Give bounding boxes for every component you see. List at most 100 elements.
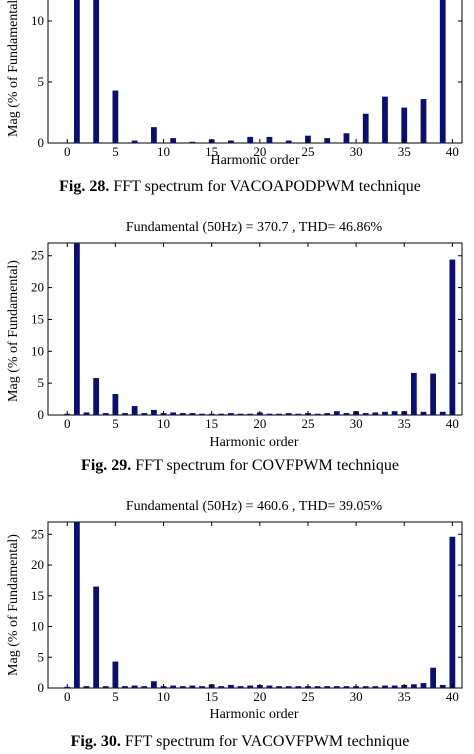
y-tick-label: 0 [38,135,45,150]
x-tick-label: 15 [205,144,218,159]
x-tick-label: 10 [157,689,170,704]
x-tick-label: 0 [64,416,71,431]
bar-harmonic-19 [247,136,254,143]
bar-harmonic-12 [179,413,186,415]
bar-harmonic-3 [93,586,100,688]
bar-harmonic-12 [179,686,186,688]
caption-text: FFT spectrum for VACOVFPWM technique [121,733,409,750]
bar-harmonic-28 [333,411,340,415]
bar-harmonic-13 [189,413,196,415]
bar-harmonic-38 [430,667,437,688]
bar-harmonic-11 [170,412,177,415]
bar-harmonic-27 [324,413,331,415]
bar-harmonic-7 [131,685,138,688]
bar-harmonic-37 [420,683,427,688]
chart-title: Fundamental (50Hz) = 460.6 , THD= 39.05% [126,499,383,514]
bar-harmonic-5 [112,661,119,688]
y-tick-label: 5 [38,375,45,390]
bar-harmonic-21 [266,413,273,415]
bar-harmonic-35 [401,107,408,143]
y-tick-label: 20 [31,557,44,572]
bar-harmonic-19 [247,413,254,415]
x-tick-label: 10 [157,416,170,431]
x-tick-label: 10 [157,144,170,159]
y-tick-label: 20 [31,280,44,295]
bar-harmonic-23 [285,413,292,415]
bar-harmonic-13 [189,141,196,143]
x-axis-ticks: 0 5 10 15 20 25 30 35 40 [64,139,459,159]
figure-caption: Fig. 30. FFT spectrum for VACOVFPWM tech… [71,733,410,750]
y-axis-label: Mag (% of Fundamental) [6,534,21,676]
caption-text: FFT spectrum for VACOAPODPWM technique [109,178,421,195]
y-axis-ticks: 0 5 10 15 20 25 [31,248,462,422]
bar-harmonic-1 [74,0,80,143]
bar-harmonic-40 [449,536,456,688]
y-tick-label: 15 [31,311,44,326]
bar-harmonic-3 [93,378,100,415]
y-tick-label: 0 [38,407,45,422]
bar-harmonic-3 [93,0,100,143]
bar-harmonic-23 [285,140,292,143]
y-tick-label: 10 [31,619,44,634]
figure-caption: Fig. 29. FFT spectrum for COVFPWM techni… [81,457,399,474]
x-tick-label: 40 [446,416,459,431]
fft-chart-covfpwm: Fundamental (50Hz) = 370.7 , THD= 46.86%… [6,220,463,474]
x-tick-label: 25 [301,144,314,159]
bar-harmonic-31 [362,686,369,688]
y-tick-label: 5 [38,74,45,89]
x-tick-label: 5 [112,144,119,159]
x-axis-label: Harmonic order [209,435,298,450]
bar-harmonic-6 [122,686,128,688]
bar-harmonic-33 [382,96,388,143]
bar-harmonic-11 [170,685,177,688]
bar-harmonic-34 [391,411,398,415]
bar-harmonic-17 [228,140,234,143]
bar-harmonic-39 [439,684,446,688]
plot-area [47,0,463,144]
x-tick-label: 30 [350,689,363,704]
bar-harmonic-9 [151,409,157,415]
bar-series [64,243,456,415]
bar-harmonic-27 [324,686,331,688]
x-tick-label: 20 [253,144,266,159]
caption-text: FFT spectrum for COVFPWM technique [131,457,399,474]
bar-harmonic-18 [237,686,244,688]
bar-harmonic-1 [74,243,80,415]
x-tick-label: 35 [398,416,411,431]
y-tick-label: 0 [38,680,45,695]
x-tick-label: 25 [301,689,314,704]
bar-harmonic-9 [151,127,157,143]
y-tick-label: 5 [38,649,45,664]
bar-harmonic-8 [141,686,148,688]
x-axis-label: Harmonic order [210,153,299,168]
x-tick-label: 0 [64,144,71,159]
bar-harmonic-21 [266,136,273,143]
bar-harmonic-26 [314,686,321,688]
y-tick-label: 25 [31,248,44,263]
fft-chart-vacovfpwm: Fundamental (50Hz) = 460.6 , THD= 39.05%… [6,499,463,750]
bar-harmonic-1 [74,522,80,688]
figure-caption: Fig. 28. FFT spectrum for VACOAPODPWM te… [59,178,421,195]
x-tick-label: 30 [350,416,363,431]
bar-harmonic-36 [410,684,417,688]
caption-number: Fig. 30. [71,733,121,750]
x-tick-label: 15 [205,416,218,431]
bar-harmonic-4 [102,413,109,415]
bar-harmonic-14 [199,413,205,415]
bar-harmonic-18 [237,413,244,415]
bar-harmonic-7 [131,406,138,415]
bar-harmonic-40 [449,259,456,415]
x-tick-label: 20 [253,416,266,431]
bar-harmonic-26 [314,413,321,415]
x-tick-label: 40 [446,689,459,704]
x-tick-label: 0 [64,689,71,704]
bar-harmonic-24 [295,413,302,415]
y-axis-label: Mag (% of Fundamental) [6,260,21,402]
bar-harmonic-22 [276,413,282,415]
x-tick-label: 5 [112,416,119,431]
bar-harmonic-9 [151,681,157,688]
x-tick-label: 40 [446,144,459,159]
bar-harmonic-32 [372,686,379,688]
bar-series [64,522,456,688]
